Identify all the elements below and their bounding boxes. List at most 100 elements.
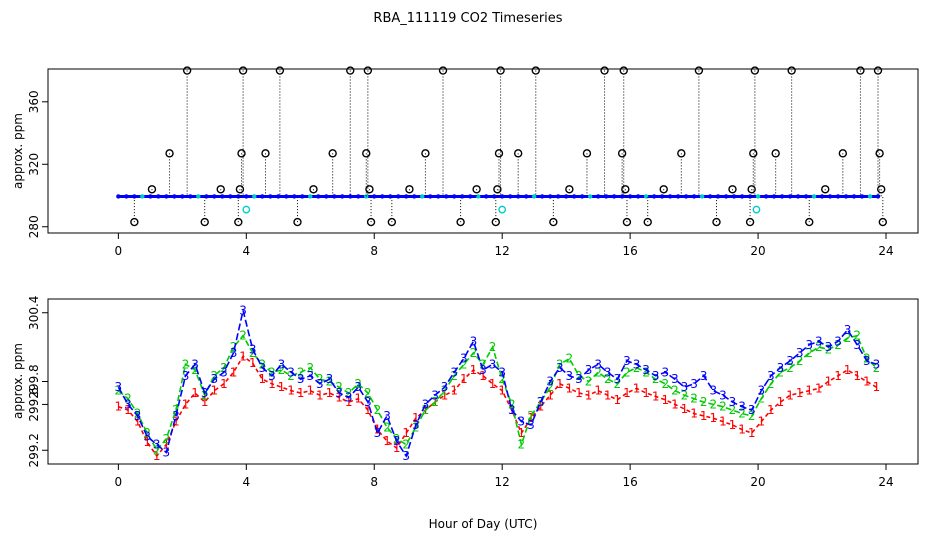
baseline-point (547, 194, 553, 199)
series-2-marker: 2 (594, 365, 602, 379)
series-3-marker: 3 (566, 369, 574, 383)
baseline-point (667, 194, 673, 199)
series-1-marker: 1 (825, 375, 833, 389)
baseline-point (539, 194, 545, 199)
series-1-marker: 1 (604, 388, 612, 402)
series-3-marker: 3 (258, 361, 266, 375)
series-3-marker: 3 (805, 338, 813, 352)
baseline-point (619, 194, 625, 199)
baseline-point (763, 194, 769, 199)
series-1-marker: 1 (757, 415, 765, 429)
baseline-point (851, 194, 857, 199)
series-3-marker: 3 (825, 340, 833, 354)
series-2-marker: 2 (729, 403, 737, 417)
series-1-marker: 1 (614, 393, 622, 407)
x-tick-label: 12 (495, 244, 510, 258)
series-3-marker: 3 (594, 357, 602, 371)
series-2-marker: 2 (182, 357, 190, 371)
series-1-marker: 1 (326, 386, 334, 400)
series-3-marker: 3 (671, 372, 679, 386)
series-1-marker: 1 (623, 386, 631, 400)
baseline-point (675, 194, 681, 199)
series-2-marker: 2 (575, 369, 583, 383)
series-2-marker: 2 (681, 388, 689, 402)
series-1-marker: 1 (748, 426, 756, 440)
series-3-marker: 3 (354, 380, 362, 394)
x-tick-label: 24 (878, 244, 893, 258)
x-tick-label: 0 (115, 475, 123, 489)
series-1-marker: 1 (450, 384, 458, 398)
series-3-marker: 3 (757, 384, 765, 398)
baseline-point (779, 194, 785, 199)
series-2-marker: 2 (354, 377, 362, 391)
series-2-marker: 2 (518, 438, 526, 452)
x-tick-label: 16 (622, 244, 637, 258)
series-2-marker: 2 (278, 363, 286, 377)
outlier-point (747, 185, 756, 194)
x-tick-label: 24 (878, 475, 893, 489)
baseline-point (723, 194, 729, 199)
baseline-point (276, 194, 281, 199)
series-2-marker: 2 (498, 372, 506, 386)
series-3-marker: 3 (748, 403, 756, 417)
y-axis-label: approx. ppm (11, 113, 25, 189)
series-3-marker: 3 (489, 357, 497, 371)
baseline-point (859, 194, 865, 199)
highlight-point (498, 205, 507, 214)
series-3-marker: 3 (345, 391, 353, 405)
series-1-marker: 1 (364, 403, 372, 417)
y-tick-label: 299.2 (27, 433, 41, 467)
series-3-marker: 3 (297, 372, 305, 386)
series-1-marker: 1 (489, 377, 497, 391)
x-tick-label: 4 (242, 475, 250, 489)
series-3-marker: 3 (316, 377, 324, 391)
baseline-point (739, 194, 745, 199)
series-2-marker: 2 (489, 340, 497, 354)
series-3-marker: 3 (153, 438, 161, 452)
series-2-marker: 2 (633, 361, 641, 375)
series-1-marker: 1 (681, 402, 689, 416)
series-2-marker: 2 (201, 388, 209, 402)
y-tick-label: 360 (27, 90, 41, 113)
series-3-marker: 3 (182, 369, 190, 383)
baseline-point (228, 194, 233, 199)
baseline-point (587, 194, 593, 199)
series-2-marker: 2 (335, 380, 343, 394)
series-2-marker: 2 (470, 346, 478, 360)
series-2-marker: 2 (479, 357, 487, 371)
series-1-marker: 1 (585, 388, 593, 402)
series-1-marker: 1 (479, 369, 487, 383)
series-3-marker: 3 (834, 334, 842, 348)
baseline-point (412, 194, 417, 199)
baseline-point (444, 194, 449, 199)
series-3-marker: 3 (873, 357, 881, 371)
outlier-point (617, 149, 627, 158)
baseline-point (364, 194, 369, 199)
baseline-point (420, 194, 425, 199)
series-3-marker: 3 (268, 369, 276, 383)
series-1-marker: 1 (345, 395, 353, 409)
series-1-marker: 1 (777, 395, 785, 409)
series-2-marker: 2 (268, 365, 276, 379)
series-1-marker: 1 (873, 380, 881, 394)
series-3-marker: 3 (853, 338, 861, 352)
baseline-point (563, 194, 569, 199)
baseline-point (140, 194, 145, 199)
outlier-point (387, 217, 397, 227)
baseline-point (116, 194, 121, 199)
series-1-marker: 1 (393, 441, 401, 455)
highlight-point (242, 205, 251, 214)
series-1-marker: 1 (518, 426, 526, 440)
series-2-marker: 2 (652, 372, 660, 386)
baseline-point (476, 194, 481, 199)
baseline-point (252, 194, 257, 199)
series-3-marker: 3 (527, 418, 535, 432)
series-2-marker: 2 (220, 361, 228, 375)
series-3-marker: 3 (623, 354, 631, 368)
series-1-marker: 1 (470, 363, 478, 377)
series-1-marker: 1 (249, 356, 257, 370)
series-1-marker: 1 (258, 372, 266, 386)
